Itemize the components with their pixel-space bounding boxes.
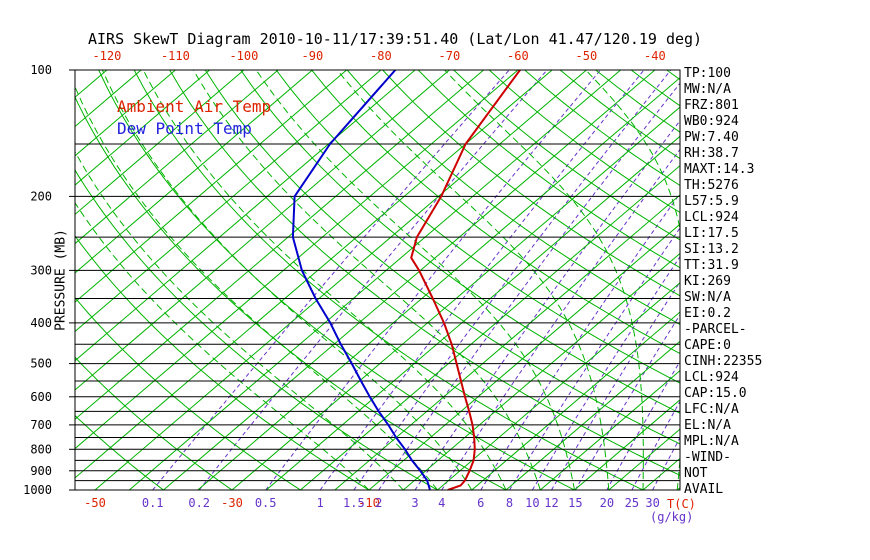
mixing-ratio-label: 8 xyxy=(506,496,513,510)
mixing-ratio-label: 25 xyxy=(625,496,639,510)
stat-line: TH:5276 xyxy=(684,178,739,193)
stat-line: -WIND- xyxy=(684,450,731,465)
mixing-ratio-label: 10 xyxy=(525,496,539,510)
pressure-tick-label: 1000 xyxy=(23,483,52,497)
stat-line: SW:N/A xyxy=(684,290,731,305)
mixing-ratio-label: 1.5 xyxy=(343,496,365,510)
bottom-axis-temp-label: -10 xyxy=(358,496,380,510)
plot-border xyxy=(74,69,681,491)
x-axis-title-mixing: (g/kg) xyxy=(650,510,694,524)
stat-line: SI:13.2 xyxy=(684,242,739,257)
stat-line: CAP:15.0 xyxy=(684,386,747,401)
pressure-tick-label: 600 xyxy=(30,390,52,404)
mixing-ratio-label: 2 xyxy=(375,496,382,510)
stat-line: NOT xyxy=(684,466,708,481)
ambient-temp-curve xyxy=(410,70,521,490)
y-axis-title: PRESSURE (MB) xyxy=(53,229,69,331)
stat-line: MAXT:14.3 xyxy=(684,162,755,177)
page-title: AIRS SkewT Diagram 2010-10-11/17:39:51.4… xyxy=(88,30,703,48)
bottom-axis-temp-label: -50 xyxy=(84,496,106,510)
mixing-ratio-label: 0.2 xyxy=(188,496,210,510)
stats-panel: TP:100 MW:N/A FRZ:801 WB0:924 PW:7.40 RH:38.7… xyxy=(684,66,762,498)
stat-line: -PARCEL- xyxy=(684,322,747,337)
stat-line: LCL:924 xyxy=(684,210,739,225)
pressure-tick-label: 300 xyxy=(30,263,52,277)
stat-line: EI:0.2 xyxy=(684,306,731,321)
top-axis-temp-label: -60 xyxy=(507,49,529,63)
pressure-tick-label: 900 xyxy=(30,464,52,478)
stat-line: TP:100 xyxy=(684,66,731,81)
stat-line: LI:17.5 xyxy=(684,226,739,241)
stat-line: CINH:22355 xyxy=(684,354,763,369)
mixing-ratio-label: 12 xyxy=(544,496,558,510)
top-axis-temp-label: -40 xyxy=(644,49,666,63)
dew-point-curve xyxy=(291,70,431,490)
mixing-ratio-label: 0.1 xyxy=(142,496,164,510)
pressure-lines xyxy=(75,70,680,490)
stat-line: EL:N/A xyxy=(684,418,731,433)
mixing-ratio-label: 30 xyxy=(645,496,659,510)
stat-line: L57:5.9 xyxy=(684,194,739,209)
stat-line: PW:7.40 xyxy=(684,130,739,145)
mixing-ratio-label: 1 xyxy=(317,496,324,510)
mixing-ratio-label: 0.5 xyxy=(255,496,277,510)
top-axis-temp-label: -50 xyxy=(576,49,598,63)
pressure-tick-label: 400 xyxy=(30,316,52,330)
top-axis-temp-label: -90 xyxy=(302,49,324,63)
top-axis-temp-label: -100 xyxy=(229,49,258,63)
stat-line: FRZ:801 xyxy=(684,98,739,113)
stat-line: MW:N/A xyxy=(684,82,731,97)
pressure-tick-label: 100 xyxy=(30,63,52,77)
stat-line: WB0:924 xyxy=(684,114,739,129)
top-axis-temp-label: -70 xyxy=(439,49,461,63)
stat-line: KI:269 xyxy=(684,274,731,289)
stat-line: RH:38.7 xyxy=(684,146,739,161)
top-axis-temp-label: -80 xyxy=(370,49,392,63)
mixing-ratio-label: 3 xyxy=(411,496,418,510)
mixing-ratio-label: 15 xyxy=(568,496,582,510)
mixing-ratio-label: 4 xyxy=(438,496,445,510)
top-axis-temp-label: -110 xyxy=(161,49,190,63)
stat-line: LCL:924 xyxy=(684,370,739,385)
pressure-tick-label: 700 xyxy=(30,418,52,432)
x-axis-title-temp: T(C) xyxy=(667,497,696,511)
stat-line: CAPE:0 xyxy=(684,338,731,353)
pressure-tick-label: 200 xyxy=(30,189,52,203)
pressure-tick-label: 500 xyxy=(30,357,52,371)
mixing-ratio-label: 20 xyxy=(600,496,614,510)
pressure-tick-label: 800 xyxy=(30,442,52,456)
stat-line: AVAIL xyxy=(684,482,724,497)
stat-line: LFC:N/A xyxy=(684,402,739,417)
bottom-axis-temp-label: -30 xyxy=(221,496,243,510)
legend-ambient-air-temp: Ambient Air Temp xyxy=(117,97,272,116)
legend-dew-point-temp: Dew Point Temp xyxy=(117,119,252,138)
stat-line: TT:31.9 xyxy=(684,258,739,273)
mixing-ratio-label: 6 xyxy=(477,496,484,510)
stat-line: MPL:N/A xyxy=(684,434,739,449)
top-axis-temp-label: -120 xyxy=(92,49,121,63)
